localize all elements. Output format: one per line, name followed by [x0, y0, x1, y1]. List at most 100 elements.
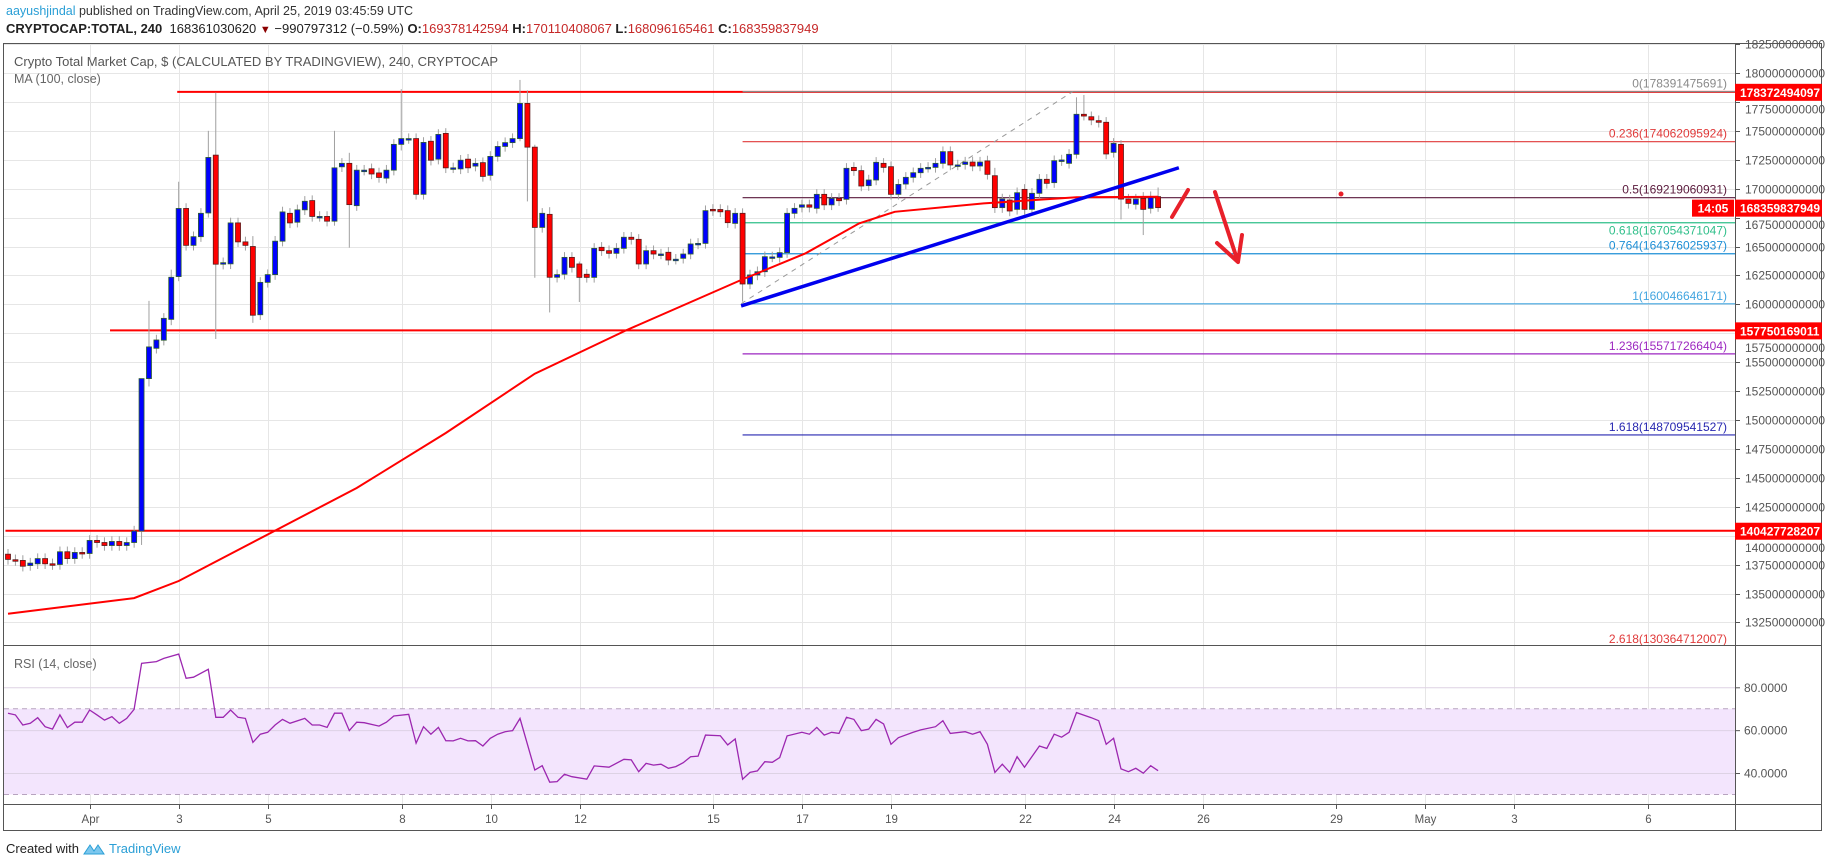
- candle[interactable]: [1021, 184, 1028, 215]
- candle[interactable]: [695, 238, 701, 250]
- candle[interactable]: [123, 537, 130, 551]
- candle[interactable]: [57, 546, 63, 570]
- candle[interactable]: [34, 553, 41, 569]
- candle[interactable]: [710, 204, 716, 216]
- candle[interactable]: [64, 546, 71, 564]
- candle[interactable]: [472, 158, 479, 172]
- candle[interactable]: [71, 547, 78, 564]
- candle[interactable]: [850, 162, 857, 176]
- candle[interactable]: [1095, 115, 1102, 128]
- candle[interactable]: [531, 144, 538, 278]
- candle[interactable]: [665, 247, 672, 266]
- candle[interactable]: [687, 238, 694, 260]
- candle[interactable]: [101, 537, 108, 551]
- candle[interactable]: [316, 211, 323, 222]
- candle[interactable]: [435, 129, 442, 165]
- author-link[interactable]: aayushjindal: [6, 4, 76, 18]
- candle[interactable]: [242, 236, 249, 251]
- candle[interactable]: [517, 79, 523, 142]
- candle[interactable]: [131, 525, 138, 548]
- candle[interactable]: [12, 554, 19, 566]
- candle[interactable]: [672, 254, 679, 265]
- candle[interactable]: [628, 232, 635, 245]
- candle[interactable]: [338, 158, 345, 173]
- candle[interactable]: [650, 245, 657, 260]
- candle[interactable]: [212, 92, 219, 340]
- candle[interactable]: [925, 162, 931, 173]
- candle[interactable]: [940, 146, 946, 169]
- candle[interactable]: [620, 232, 627, 254]
- candle[interactable]: [591, 243, 598, 283]
- candle[interactable]: [272, 235, 279, 280]
- candle[interactable]: [361, 164, 368, 176]
- candle[interactable]: [368, 163, 375, 180]
- candle[interactable]: [235, 217, 241, 248]
- candle[interactable]: [865, 174, 872, 191]
- candle[interactable]: [576, 261, 583, 303]
- price-axis[interactable]: 132500000000 135000000000 137500000000 1400…: [1692, 38, 1825, 781]
- candle[interactable]: [702, 205, 709, 249]
- candle[interactable]: [1043, 174, 1050, 189]
- candle[interactable]: [813, 189, 820, 214]
- candle[interactable]: [984, 155, 991, 180]
- candle[interactable]: [717, 204, 724, 218]
- rsi-pane[interactable]: [4, 653, 1735, 795]
- candle[interactable]: [220, 257, 227, 270]
- candle[interactable]: [1103, 117, 1110, 160]
- candle[interactable]: [108, 536, 115, 551]
- candle[interactable]: [606, 245, 612, 259]
- candle[interactable]: [784, 208, 790, 258]
- candle[interactable]: [450, 162, 457, 174]
- candle[interactable]: [680, 248, 687, 264]
- candle[interactable]: [324, 211, 330, 227]
- candle[interactable]: [146, 300, 152, 387]
- candle[interactable]: [598, 242, 605, 256]
- candle[interactable]: [264, 269, 271, 288]
- candle[interactable]: [487, 151, 494, 181]
- candle[interactable]: [1088, 111, 1095, 126]
- candle[interactable]: [205, 130, 212, 218]
- candle[interactable]: [301, 196, 308, 216]
- candle[interactable]: [398, 89, 405, 151]
- candle[interactable]: [160, 313, 167, 346]
- candle[interactable]: [390, 139, 397, 176]
- candle[interactable]: [287, 208, 293, 229]
- candle[interactable]: [376, 167, 382, 183]
- ma-legend[interactable]: MA (100, close): [14, 72, 101, 86]
- candle[interactable]: [5, 548, 11, 565]
- candle[interactable]: [294, 204, 301, 228]
- candle[interactable]: [153, 334, 160, 354]
- candle[interactable]: [1006, 194, 1013, 217]
- candle[interactable]: [94, 535, 100, 548]
- candle[interactable]: [1147, 191, 1154, 214]
- candle[interactable]: [19, 555, 26, 572]
- candle[interactable]: [1110, 138, 1117, 158]
- candle[interactable]: [643, 245, 650, 270]
- candle[interactable]: [858, 165, 865, 192]
- candle[interactable]: [761, 251, 768, 277]
- candle[interactable]: [494, 141, 501, 162]
- candle[interactable]: [309, 195, 316, 222]
- candle[interactable]: [1066, 149, 1072, 169]
- candle[interactable]: [969, 156, 976, 172]
- candle[interactable]: [613, 243, 620, 259]
- candle[interactable]: [1081, 94, 1087, 121]
- candle[interactable]: [198, 208, 204, 242]
- candle[interactable]: [457, 155, 464, 175]
- candle[interactable]: [420, 137, 427, 200]
- candle[interactable]: [138, 378, 145, 545]
- candle[interactable]: [1036, 174, 1043, 199]
- candle[interactable]: [428, 136, 434, 166]
- candle[interactable]: [442, 128, 449, 174]
- candle[interactable]: [465, 153, 471, 174]
- candle[interactable]: [739, 208, 746, 302]
- candle[interactable]: [947, 146, 954, 171]
- candle[interactable]: [116, 536, 123, 551]
- candle[interactable]: [79, 547, 86, 559]
- candle[interactable]: [502, 137, 509, 152]
- candle[interactable]: [546, 207, 553, 313]
- candle[interactable]: [732, 208, 739, 229]
- candle[interactable]: [954, 159, 961, 171]
- candle[interactable]: [353, 164, 360, 211]
- candle[interactable]: [895, 179, 902, 200]
